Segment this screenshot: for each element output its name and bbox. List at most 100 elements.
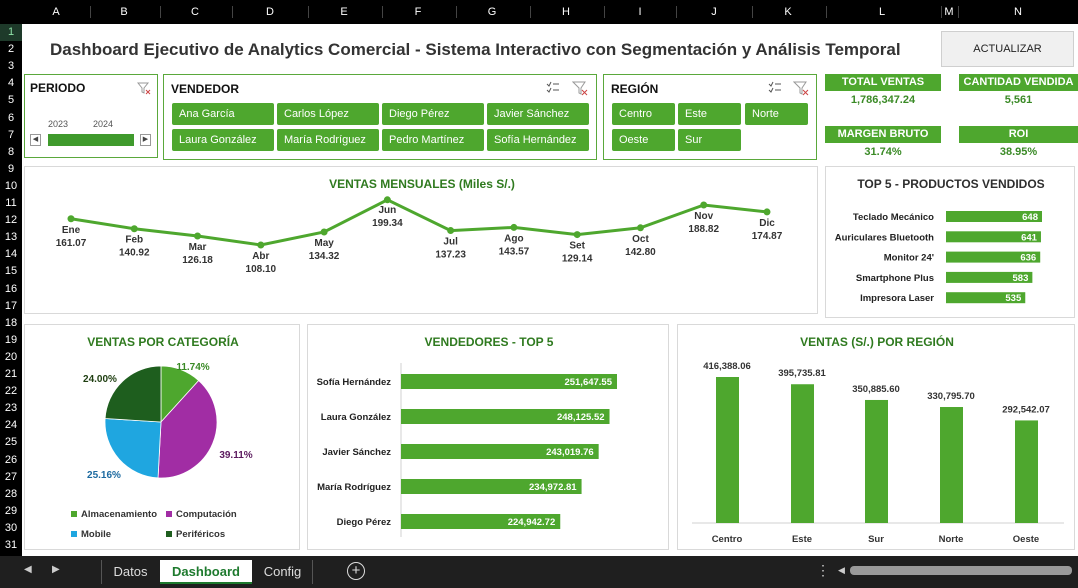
column-header-m[interactable]: M <box>944 6 954 18</box>
region-sur[interactable]: Sur <box>678 129 741 151</box>
column-header-h[interactable]: H <box>562 6 570 18</box>
row-header-25[interactable]: 25 <box>4 436 18 449</box>
monthly-sales-month-label: May <box>314 238 334 249</box>
row-header-9[interactable]: 9 <box>7 162 15 175</box>
column-header-c[interactable]: C <box>191 6 199 18</box>
row-header-2[interactable]: 2 <box>7 43 15 56</box>
column-header-e[interactable]: E <box>340 6 348 18</box>
column-header-l[interactable]: L <box>878 6 886 18</box>
row-header-14[interactable]: 14 <box>4 248 18 261</box>
monthly-sales-point <box>763 208 771 216</box>
column-header-j[interactable]: J <box>711 6 717 18</box>
multi-select-icon[interactable] <box>546 81 560 100</box>
monthly-sales-point <box>700 201 708 209</box>
row-header-1[interactable]: 1 <box>0 24 22 41</box>
tab-datos[interactable]: Datos <box>101 560 159 584</box>
top-sellers-category-label: Javier Sánchez <box>322 447 391 458</box>
row-header-24[interactable]: 24 <box>4 419 18 432</box>
tab-config[interactable]: Config <box>253 560 313 584</box>
row-header-10[interactable]: 10 <box>4 179 18 192</box>
top-sellers-category-label: Diego Pérez <box>337 517 392 528</box>
year-2024-label[interactable]: 2024 <box>93 119 114 129</box>
clear-filter-icon[interactable] <box>136 81 151 100</box>
column-separator <box>958 6 959 18</box>
row-header-3[interactable]: 3 <box>7 60 15 73</box>
scroll-tabs-left-icon[interactable]: ◀ <box>24 564 32 575</box>
top-products-chart-panel[interactable]: TOP 5 - PRODUCTOS VENDIDOS Teclado Mecán… <box>825 166 1075 318</box>
row-header-28[interactable]: 28 <box>4 487 18 500</box>
row-header-18[interactable]: 18 <box>4 316 18 329</box>
top-sellers-chart-panel[interactable]: VENDEDORES - TOP 5 Sofía Hernández 251,64… <box>307 324 669 550</box>
row-header-6[interactable]: 6 <box>7 111 15 124</box>
multi-select-icon[interactable] <box>768 81 782 100</box>
row-header-26[interactable]: 26 <box>4 453 18 466</box>
category-legend-label: Computación <box>176 509 237 520</box>
column-header-d[interactable]: D <box>266 6 274 18</box>
row-header-4[interactable]: 4 <box>7 77 15 90</box>
region-sales-bar <box>716 377 739 523</box>
row-header-23[interactable]: 23 <box>4 402 18 415</box>
column-header-a[interactable]: A <box>52 6 60 18</box>
clear-filter-icon[interactable] <box>571 80 588 101</box>
region-sales-value-label: 292,542.07 <box>1002 404 1050 415</box>
category-pie-value-label: 24.00% <box>83 374 117 385</box>
update-button[interactable]: ACTUALIZAR <box>941 31 1074 67</box>
monthly-sales-value-label: 108.10 <box>246 264 277 275</box>
column-header-n[interactable]: N <box>1014 6 1022 18</box>
row-header-22[interactable]: 22 <box>4 385 18 398</box>
region-sales-chart-title: VENTAS (S/.) POR REGIÓN <box>800 335 954 349</box>
vendedor-javier-sanchez[interactable]: Javier Sánchez <box>487 103 589 125</box>
more-options-icon[interactable]: ⋮ <box>816 562 830 578</box>
vendedor-maria-rodriguez[interactable]: María Rodríguez <box>277 129 379 151</box>
year-2023-label[interactable]: 2023 <box>48 119 69 129</box>
row-header-16[interactable]: 16 <box>4 282 18 295</box>
scroll-tabs-right-icon[interactable]: ▶ <box>52 564 60 575</box>
monthly-sales-chart-panel[interactable]: VENTAS MENSUALES (Miles S/.) Ene 161.07 Fe… <box>24 166 818 314</box>
row-header-13[interactable]: 13 <box>4 231 18 244</box>
row-header-29[interactable]: 29 <box>4 504 18 517</box>
region-sales-chart-panel[interactable]: VENTAS (S/.) POR REGIÓN 416,388.06 Centro… <box>677 324 1075 550</box>
column-header-f[interactable]: F <box>414 6 422 18</box>
vendedor-laura-gonzalez[interactable]: Laura González <box>172 129 274 151</box>
column-header-i[interactable]: I <box>638 6 642 18</box>
row-header-17[interactable]: 17 <box>4 299 18 312</box>
vendedor-ana-garcia[interactable]: Ana García <box>172 103 274 125</box>
tab-dashboard[interactable]: Dashboard <box>160 560 252 584</box>
row-header-12[interactable]: 12 <box>4 214 18 227</box>
region-oeste[interactable]: Oeste <box>612 129 675 151</box>
add-sheet-icon[interactable]: + <box>347 562 365 580</box>
vendedor-sofia-hernandez[interactable]: Sofía Hernández <box>487 129 589 151</box>
timeline-scroll-left[interactable]: ◀ <box>30 134 41 146</box>
horizontal-scrollbar[interactable] <box>850 566 1072 575</box>
row-header-31[interactable]: 31 <box>4 539 18 551</box>
column-header-g[interactable]: G <box>487 6 497 18</box>
row-header-7[interactable]: 7 <box>7 128 15 141</box>
region-norte[interactable]: Norte <box>745 103 808 125</box>
clear-filter-icon[interactable] <box>792 80 809 101</box>
vendedor-carlos-lopez[interactable]: Carlos López <box>277 103 379 125</box>
row-header-20[interactable]: 20 <box>4 350 18 363</box>
row-header-30[interactable]: 30 <box>4 521 18 534</box>
timeline-selected-bar[interactable] <box>48 134 134 146</box>
vendedor-pedro-martinez[interactable]: Pedro Martínez <box>382 129 484 151</box>
row-header-15[interactable]: 15 <box>4 265 18 278</box>
row-header-5[interactable]: 5 <box>7 94 15 107</box>
timeline-scroll-right[interactable]: ▶ <box>140 134 151 146</box>
region-este[interactable]: Este <box>678 103 741 125</box>
row-header-11[interactable]: 11 <box>5 197 17 209</box>
row-header-19[interactable]: 19 <box>4 333 18 346</box>
top-sellers-value-label: 234,972.81 <box>529 482 577 493</box>
vendedor-diego-perez[interactable]: Diego Pérez <box>382 103 484 125</box>
top-products-category-label: Teclado Mecánico <box>853 212 934 223</box>
category-sales-chart-panel[interactable]: VENTAS POR CATEGORÍA 11.74% 39.11% 25.16% 2… <box>24 324 300 550</box>
column-header-k[interactable]: K <box>784 6 792 18</box>
monthly-sales-point <box>67 215 75 223</box>
row-header-27[interactable]: 27 <box>4 470 18 483</box>
column-separator <box>90 6 91 18</box>
region-centro[interactable]: Centro <box>612 103 675 125</box>
row-header-21[interactable]: 21 <box>4 368 18 380</box>
column-header-b[interactable]: B <box>120 6 128 18</box>
region-sales-bar <box>940 407 963 523</box>
horizontal-scroll-left-icon[interactable]: ◀ <box>838 565 845 575</box>
row-header-8[interactable]: 8 <box>7 145 15 158</box>
